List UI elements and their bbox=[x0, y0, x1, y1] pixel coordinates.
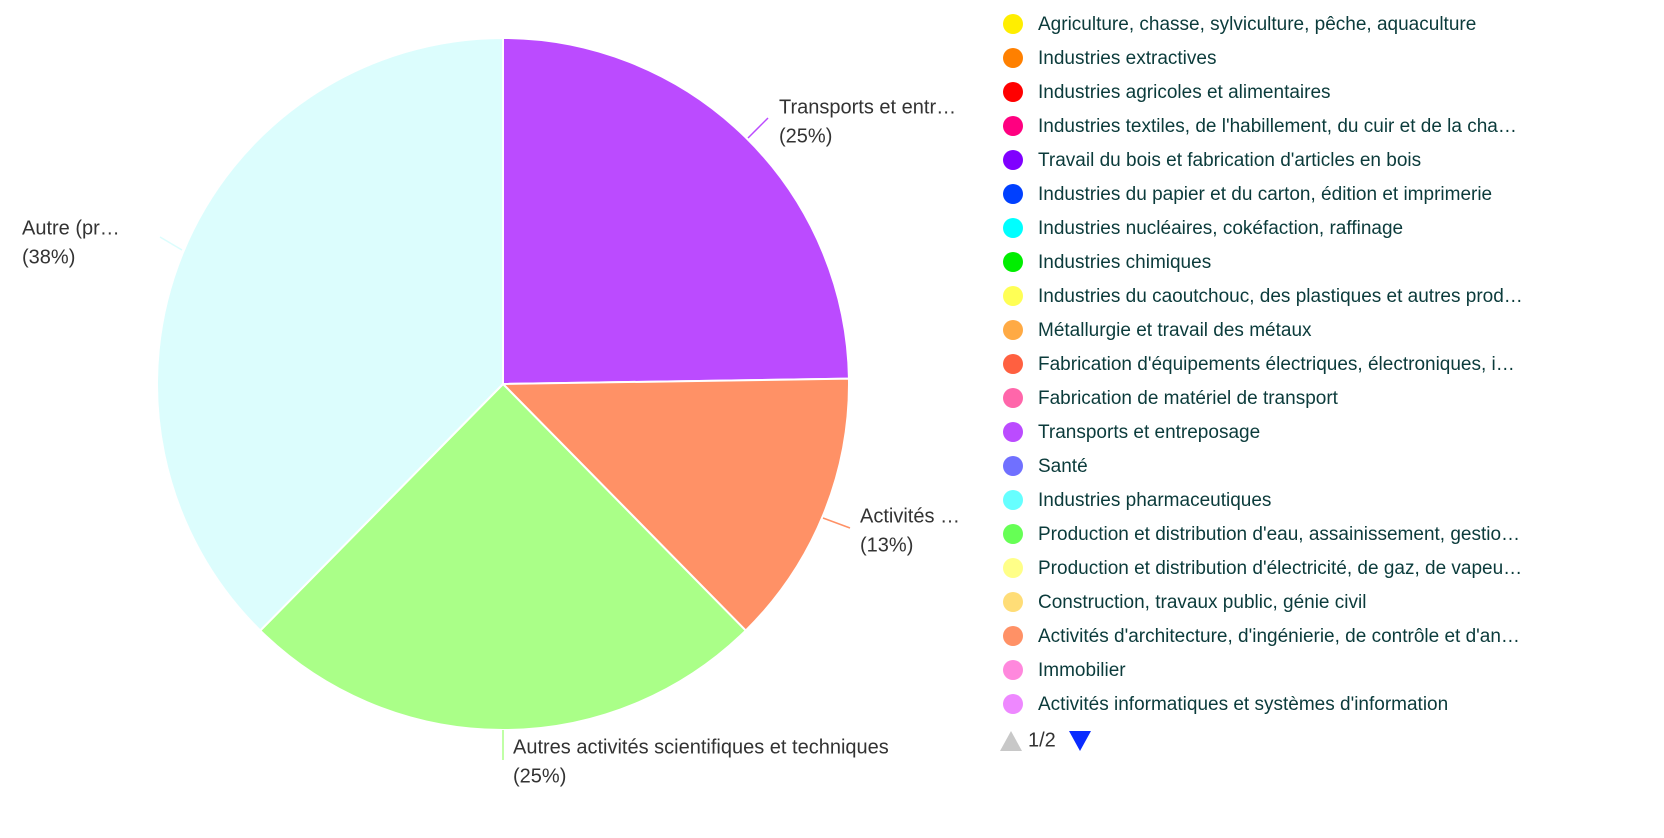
legend-dot bbox=[1003, 320, 1023, 340]
legend-label: Industries du papier et du carton, éditi… bbox=[1038, 184, 1492, 205]
legend-label: Activités informatiques et systèmes d'in… bbox=[1038, 694, 1448, 715]
leader-line bbox=[747, 117, 769, 139]
legend-item[interactable]: Fabrication d'équipements électriques, é… bbox=[1003, 354, 1515, 375]
pie: Transports et entr… (25%) Activités … (13%)… bbox=[22, 36, 960, 787]
legend-item[interactable]: Industries agricoles et alimentaires bbox=[1003, 82, 1331, 103]
legend-item[interactable]: Immobilier bbox=[1003, 660, 1126, 681]
legend-item[interactable]: Production et distribution d'eau, assain… bbox=[1003, 524, 1520, 545]
legend-label: Industries chimiques bbox=[1038, 252, 1211, 273]
legend-dot bbox=[1003, 660, 1023, 680]
legend-item[interactable]: Industries pharmaceutiques bbox=[1003, 490, 1271, 511]
pie-slice bbox=[258, 382, 748, 731]
legend-dot bbox=[1003, 252, 1023, 272]
page-up-arrow[interactable] bbox=[1000, 731, 1022, 751]
legend-item[interactable]: Travail du bois et fabrication d'article… bbox=[1003, 150, 1421, 171]
legend-label: Fabrication de matériel de transport bbox=[1038, 388, 1339, 409]
legend-dot bbox=[1003, 558, 1023, 578]
legend-dot bbox=[1003, 592, 1023, 612]
legend-label: Industries pharmaceutiques bbox=[1038, 490, 1271, 511]
legend-dot bbox=[1003, 116, 1023, 136]
legend-label: Industries nucléaires, cokéfaction, raff… bbox=[1038, 218, 1403, 239]
pie-slice bbox=[156, 36, 504, 632]
legend-item[interactable]: Industries nucléaires, cokéfaction, raff… bbox=[1003, 218, 1403, 239]
legend-dot bbox=[1003, 524, 1023, 544]
legend-dot bbox=[1003, 150, 1023, 170]
slice-label: Transports et entr… bbox=[779, 96, 956, 118]
legend-label: Immobilier bbox=[1038, 660, 1126, 681]
slice-value-label: (25%) bbox=[779, 125, 832, 147]
pie-slice bbox=[500, 377, 850, 632]
slice-value-label: (25%) bbox=[513, 765, 566, 787]
legend-item[interactable]: Activités d'architecture, d'ingénierie, … bbox=[1003, 626, 1520, 647]
legend-item[interactable]: Industries extractives bbox=[1003, 48, 1216, 69]
legend-item[interactable]: Métallurgie et travail des métaux bbox=[1003, 320, 1312, 341]
legend-dot bbox=[1003, 354, 1023, 374]
legend: Agriculture, chasse, sylviculture, pêche… bbox=[1003, 14, 1523, 715]
legend-dot bbox=[1003, 286, 1023, 306]
slice-label: Autres activités scientifiques et techni… bbox=[513, 736, 889, 758]
legend-dot bbox=[1003, 626, 1023, 646]
legend-dot bbox=[1003, 694, 1023, 714]
legend-item[interactable]: Industries chimiques bbox=[1003, 252, 1211, 273]
legend-label: Production et distribution d'électricité… bbox=[1038, 558, 1522, 579]
leader-line bbox=[159, 236, 183, 251]
legend-dot bbox=[1003, 14, 1023, 34]
legend-item[interactable]: Industries du caoutchouc, des plastiques… bbox=[1003, 286, 1523, 307]
legend-label: Métallurgie et travail des métaux bbox=[1038, 320, 1312, 341]
legend-dot bbox=[1003, 184, 1023, 204]
legend-dot bbox=[1003, 422, 1023, 442]
legend-item[interactable]: Santé bbox=[1003, 456, 1088, 477]
legend-label: Production et distribution d'eau, assain… bbox=[1038, 524, 1520, 545]
slice-label: Autre (pr… bbox=[22, 217, 120, 239]
slice-value-label: (38%) bbox=[22, 246, 75, 268]
legend-label: Industries textiles, de l'habillement, d… bbox=[1038, 116, 1517, 137]
slice-label: Activités … bbox=[860, 505, 960, 527]
legend-label: Agriculture, chasse, sylviculture, pêche… bbox=[1038, 14, 1476, 35]
legend-label: Activités d'architecture, d'ingénierie, … bbox=[1038, 626, 1520, 647]
legend-item[interactable]: Production et distribution d'électricité… bbox=[1003, 558, 1522, 579]
legend-label: Industries extractives bbox=[1038, 48, 1216, 69]
legend-dot bbox=[1003, 82, 1023, 102]
legend-dot bbox=[1003, 456, 1023, 476]
legend-item[interactable]: Fabrication de matériel de transport bbox=[1003, 388, 1339, 409]
legend-item[interactable]: Agriculture, chasse, sylviculture, pêche… bbox=[1003, 14, 1476, 35]
legend-dot bbox=[1003, 388, 1023, 408]
legend-label: Industries du caoutchouc, des plastiques… bbox=[1038, 286, 1523, 307]
legend-label: Construction, travaux public, génie civi… bbox=[1038, 592, 1366, 613]
legend-item[interactable]: Transports et entreposage bbox=[1003, 422, 1260, 443]
leader-line bbox=[822, 517, 851, 529]
legend-page: 1/2 bbox=[1028, 729, 1056, 751]
pie-slice bbox=[502, 36, 850, 386]
legend-label: Industries agricoles et alimentaires bbox=[1038, 82, 1331, 103]
legend-dot bbox=[1003, 490, 1023, 510]
legend-label: Transports et entreposage bbox=[1038, 422, 1260, 443]
legend-dot bbox=[1003, 48, 1023, 68]
slice-value-label: (13%) bbox=[860, 534, 913, 556]
legend-item[interactable]: Industries du papier et du carton, éditi… bbox=[1003, 184, 1492, 205]
legend-dot bbox=[1003, 218, 1023, 238]
legend-label: Santé bbox=[1038, 456, 1088, 477]
legend-label: Travail du bois et fabrication d'article… bbox=[1038, 150, 1421, 171]
legend-item[interactable]: Activités informatiques et systèmes d'in… bbox=[1003, 694, 1448, 715]
legend-item[interactable]: Industries textiles, de l'habillement, d… bbox=[1003, 116, 1517, 137]
legend-label: Fabrication d'équipements électriques, é… bbox=[1038, 354, 1515, 375]
page-down-arrow[interactable] bbox=[1069, 731, 1091, 751]
legend-item[interactable]: Construction, travaux public, génie civi… bbox=[1003, 592, 1366, 613]
